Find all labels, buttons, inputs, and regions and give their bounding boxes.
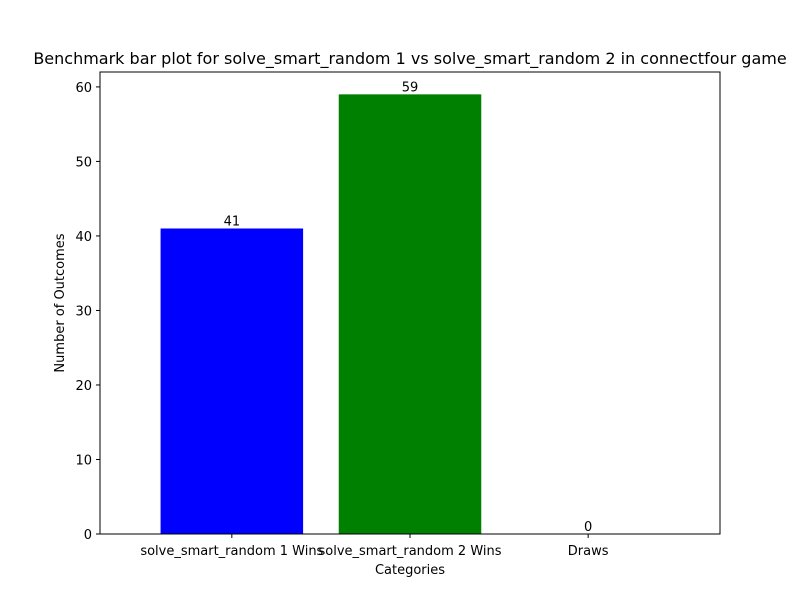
- bar-2: [338, 94, 482, 535]
- y-axis: 0 10 20 30 40 50 60: [75, 81, 100, 543]
- y-tick-label: 50: [75, 155, 92, 170]
- x-tick-label: solve_smart_random 1 Wins: [140, 544, 323, 559]
- y-tick-label: 0: [84, 528, 92, 543]
- data-label-2: 59: [402, 80, 419, 95]
- x-tick-label: Draws: [568, 544, 609, 559]
- y-tick-label: 20: [75, 379, 92, 394]
- y-tick-label: 60: [75, 81, 92, 96]
- bar-1: [160, 228, 304, 534]
- y-tick-label: 40: [75, 230, 92, 245]
- y-tick-label: 10: [75, 453, 92, 468]
- data-label-3: 0: [584, 520, 592, 535]
- chart-title: Benchmark bar plot for solve_smart_rando…: [33, 49, 786, 69]
- x-axis-label: Categories: [375, 563, 445, 578]
- x-tick-label: solve_smart_random 2 Wins: [318, 544, 501, 559]
- y-axis-label: Number of Outcomes: [53, 233, 68, 372]
- x-axis: solve_smart_random 1 Winssolve_smart_ran…: [140, 534, 609, 559]
- y-tick-label: 30: [75, 304, 92, 319]
- bars-layer: 41 59 0: [160, 80, 592, 535]
- data-label-1: 41: [224, 214, 241, 229]
